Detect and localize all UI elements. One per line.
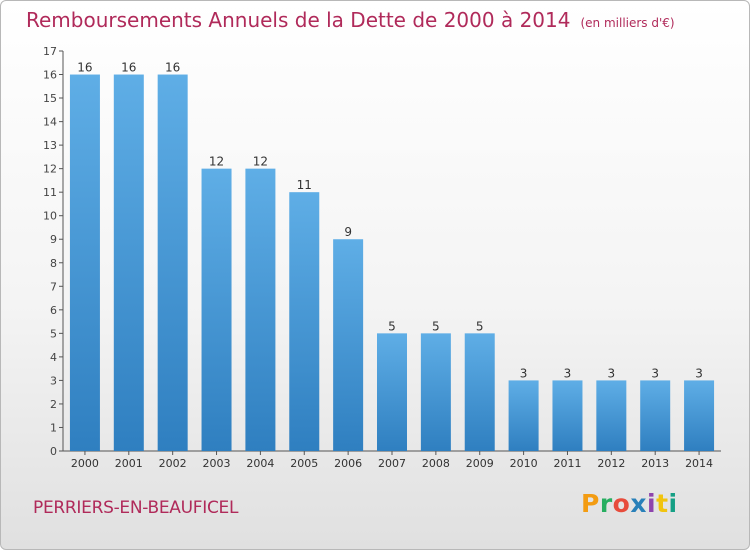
y-tick-label: 3 [50,374,57,387]
x-tick-label: 2001 [115,457,143,470]
bar [640,380,671,451]
data-label: 3 [651,366,659,380]
logo-letter: t [656,489,669,518]
y-tick-label: 8 [50,257,57,270]
y-tick-label: 9 [50,233,57,246]
x-tick-label: 2000 [71,457,99,470]
data-label: 3 [695,366,703,380]
x-tick-label: 2012 [597,457,625,470]
bar [201,168,232,451]
y-tick-label: 15 [43,92,57,105]
x-tick-label: 2013 [641,457,669,470]
bar [596,380,627,451]
chart-data-labels: 16 16 16 12 12 11 9 5 5 5 3 3 3 3 3 [77,61,703,381]
data-label: 3 [520,366,528,380]
proxiti-logo[interactable]: Proxiti [581,489,678,518]
data-label: 9 [344,225,352,239]
logo-letter: x [630,489,647,518]
y-tick-label: 10 [43,210,57,223]
y-tick-label: 1 [50,421,57,434]
x-tick-label: 2007 [378,457,406,470]
y-tick-label: 12 [43,163,57,176]
y-tick-label: 16 [43,69,57,82]
y-tick-label: 5 [50,327,57,340]
data-label: 16 [121,61,136,75]
data-label: 12 [209,155,224,169]
bar [684,380,715,451]
bar [289,192,320,452]
x-tick-label: 2002 [159,457,187,470]
bar [508,380,539,451]
data-label: 5 [388,319,396,333]
data-label: 3 [564,366,572,380]
data-label: 3 [608,366,616,380]
chart-subtitle: (en milliers d'€) [580,16,675,30]
y-tick-label: 17 [43,45,57,58]
bar [333,239,364,451]
logo-letter: P [581,489,600,518]
bar [552,380,583,451]
logo-letter: r [599,489,613,518]
chart-title: Remboursements Annuels de la Dette de 20… [26,8,675,32]
y-tick-label: 2 [50,398,57,411]
bar [245,168,276,451]
data-label: 16 [77,61,92,75]
bar [113,74,144,451]
y-tick-label: 4 [50,351,57,364]
x-tick-label: 2011 [553,457,581,470]
x-tick-label: 2005 [290,457,318,470]
x-tick-label: 2003 [203,457,231,470]
bar [157,74,188,451]
bar [69,74,100,451]
bar [377,333,407,451]
commune-name: PERRIERS-EN-BEAUFICEL [33,498,239,518]
data-label: 5 [432,319,440,333]
chart-title-text: Remboursements Annuels de la Dette de 20… [26,8,571,32]
data-label: 5 [476,319,484,333]
x-tick-label: 2004 [246,457,274,470]
y-tick-label: 14 [43,116,57,129]
logo-letter: i [647,489,657,518]
y-tick-label: 13 [43,139,57,152]
data-label: 16 [165,61,180,75]
chart-bars [69,74,715,452]
bar [464,333,495,451]
logo-letter: i [668,489,678,518]
y-tick-label: 0 [50,445,57,458]
x-tick-label: 2009 [466,457,494,470]
y-tick-label: 7 [50,280,57,293]
bar [420,333,451,451]
x-tick-label: 2014 [685,457,713,470]
x-tick-label: 2008 [422,457,450,470]
y-tick-label: 11 [43,186,57,199]
y-tick-label: 6 [50,304,57,317]
x-tick-label: 2006 [334,457,362,470]
data-label: 11 [297,178,312,192]
x-tick-label: 2010 [510,457,538,470]
logo-letter: o [612,489,631,518]
data-label: 12 [253,155,268,169]
